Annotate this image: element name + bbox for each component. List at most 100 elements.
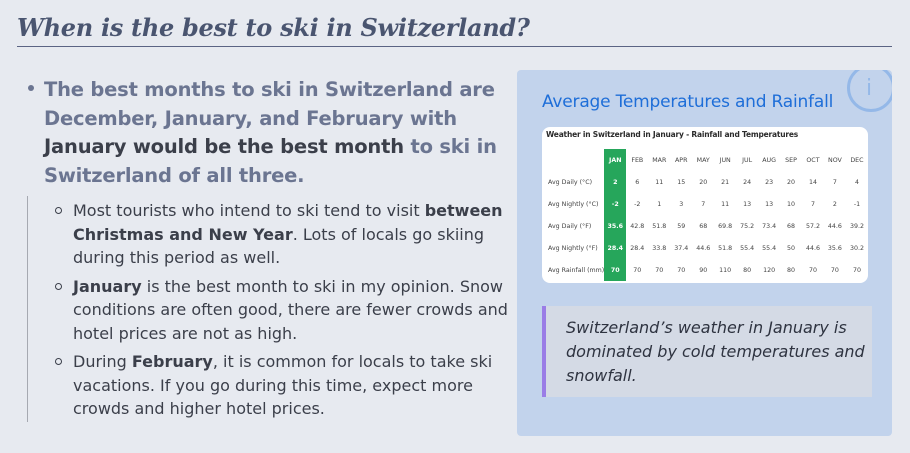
- table-cell: 33.8: [652, 244, 667, 252]
- main-point-highlight: January would be the best month: [44, 135, 404, 158]
- month-header: JUL: [742, 156, 753, 164]
- quote-accent-bar: [542, 306, 546, 397]
- table-cell: 23: [765, 178, 774, 186]
- weather-card: i Average Temperatures and Rainfall Weat…: [517, 70, 892, 436]
- sub-point-1-pre: Most tourists who intend to ski tend to …: [73, 201, 425, 220]
- table-cell: 1: [657, 200, 662, 208]
- quote-box: Switzerland’s weather in January is domi…: [542, 306, 872, 397]
- table-cell: 70: [677, 266, 686, 274]
- month-header: OCT: [806, 156, 820, 164]
- table-cell: 70: [655, 266, 664, 274]
- table-cell: -1: [853, 200, 861, 208]
- table-caption: Weather in Switzerland in January - Rain…: [546, 130, 799, 139]
- table-cell: 55.4: [762, 244, 777, 252]
- row-label: Avg Rainfall (mm): [548, 266, 605, 274]
- table-cell: 44.6: [827, 222, 842, 230]
- table-cell: 28.4: [604, 237, 627, 259]
- sub-list-rule: [27, 196, 28, 422]
- quote-text: Switzerland’s weather in January is domi…: [566, 318, 865, 385]
- table-header-row: JAN FEB MAR APR MAY JUN JUL AUG SEP OCT …: [548, 149, 868, 171]
- main-point-text: The best months to ski in Switzerland ar…: [44, 76, 504, 190]
- table-cell: 13: [743, 200, 752, 208]
- table-cell: 42.8: [630, 222, 645, 230]
- month-header: NOV: [827, 156, 842, 164]
- card-title: Average Temperatures and Rainfall: [542, 92, 834, 112]
- sub-point-3-post: , it is common for locals to take ski va…: [73, 352, 493, 418]
- table-cell: 37.4: [674, 244, 689, 252]
- table-cell: 13: [765, 200, 774, 208]
- table-cell: 35.6: [827, 244, 842, 252]
- month-header: MAR: [652, 156, 667, 164]
- sub-bullet-list: Most tourists who intend to ski tend to …: [55, 199, 515, 426]
- sub-point-1-bold: between Christmas and New Year: [73, 201, 503, 244]
- row-label: Avg Daily (°F): [548, 222, 592, 230]
- table-cell: 51.8: [652, 222, 667, 230]
- table-cell: 6: [635, 178, 640, 186]
- month-header: MAY: [696, 156, 710, 164]
- sub-point-2-bold: January: [73, 276, 142, 296]
- sub-point-1: Most tourists who intend to ski tend to …: [55, 199, 515, 270]
- circle-bullet-icon: [55, 207, 62, 214]
- table-row: Avg Nightly (°F) 28.4 28.4 33.8 37.4 44.6 51.8…: [548, 237, 868, 259]
- table-cell: -2: [634, 200, 641, 208]
- table-cell: 68: [787, 222, 796, 230]
- table-cell: 90: [699, 266, 708, 274]
- table-cell: 59: [677, 222, 686, 230]
- sub-point-1-post: . Lots of locals go skiing during this p…: [73, 224, 485, 268]
- month-header: SEP: [785, 156, 797, 164]
- table-cell: 30.2: [849, 244, 864, 252]
- table-row: Avg Rainfall (mm) 70 70 70 70 90 110 80 120 80 70 7…: [548, 259, 868, 281]
- sub-point-2: January is the best month to ski in my o…: [55, 275, 515, 346]
- table-cell: 75.2: [740, 222, 755, 230]
- row-label: Avg Nightly (°C): [548, 200, 599, 208]
- table-cell: 80: [787, 266, 796, 274]
- header-blank-cell: [548, 149, 604, 171]
- table-cell: 50: [787, 244, 796, 252]
- month-header: JUN: [719, 156, 731, 164]
- table-cell: 69.8: [718, 222, 733, 230]
- month-header: APR: [675, 156, 688, 164]
- title-divider: [17, 46, 892, 47]
- table-cell: 80: [743, 266, 752, 274]
- row-label: Avg Nightly (°F): [548, 244, 598, 252]
- table-cell: 70: [852, 266, 861, 274]
- table-cell: 73.4: [762, 222, 777, 230]
- table-row: Avg Nightly (°C) -2 -2 1 3 7 11 13 13 10 7 2 -1: [548, 193, 868, 215]
- table-cell: 10: [787, 200, 796, 208]
- table-cell: 4: [854, 178, 859, 186]
- table-cell: 14: [808, 178, 817, 186]
- table-cell: -2: [604, 193, 627, 215]
- table-cell: 28.4: [630, 244, 645, 252]
- table-cell: 21: [721, 178, 730, 186]
- table-cell: 39.2: [849, 222, 864, 230]
- table-cell: 7: [832, 178, 837, 186]
- table-cell: 70: [604, 259, 627, 281]
- bullet-dot-icon: [28, 85, 34, 91]
- weather-table: JAN FEB MAR APR MAY JUN JUL AUG SEP OCT …: [548, 149, 868, 281]
- info-ring-icon: [847, 70, 892, 112]
- table-cell: 120: [763, 266, 776, 274]
- table-cell: 20: [699, 178, 708, 186]
- table-row: Avg Daily (°C) 2 6 11 15 20 21 24 23 20 14 7 4: [548, 171, 868, 193]
- table-cell: 70: [633, 266, 642, 274]
- table-cell: 44.6: [805, 244, 820, 252]
- main-point-part2: to ski in Switzerland of all three.: [44, 135, 497, 187]
- table-cell: 70: [808, 266, 817, 274]
- weather-table-panel: Weather in Switzerland in January - Rain…: [542, 127, 868, 283]
- month-header: JAN: [604, 149, 627, 171]
- circle-bullet-icon: [55, 282, 62, 290]
- sub-point-3-bold: February: [131, 352, 213, 371]
- table-cell: 68: [699, 222, 708, 230]
- row-label: Avg Daily (°C): [548, 178, 593, 186]
- table-row: Avg Daily (°F) 35.6 42.8 51.8 59 68 69.8 75.2 73…: [548, 215, 868, 237]
- table-cell: 35.6: [604, 215, 627, 237]
- table-cell: 20: [787, 178, 796, 186]
- main-point-part1: The best months to ski in Switzerland ar…: [44, 78, 495, 130]
- table-cell: 7: [810, 200, 815, 208]
- table-cell: 3: [679, 200, 684, 208]
- table-cell: 11: [721, 200, 730, 208]
- page-title: When is the best to ski in Switzerland?: [17, 13, 530, 42]
- info-icon: i: [866, 76, 873, 101]
- sub-point-3: During February, it is common for locals…: [55, 350, 515, 421]
- month-header: AUG: [762, 156, 777, 164]
